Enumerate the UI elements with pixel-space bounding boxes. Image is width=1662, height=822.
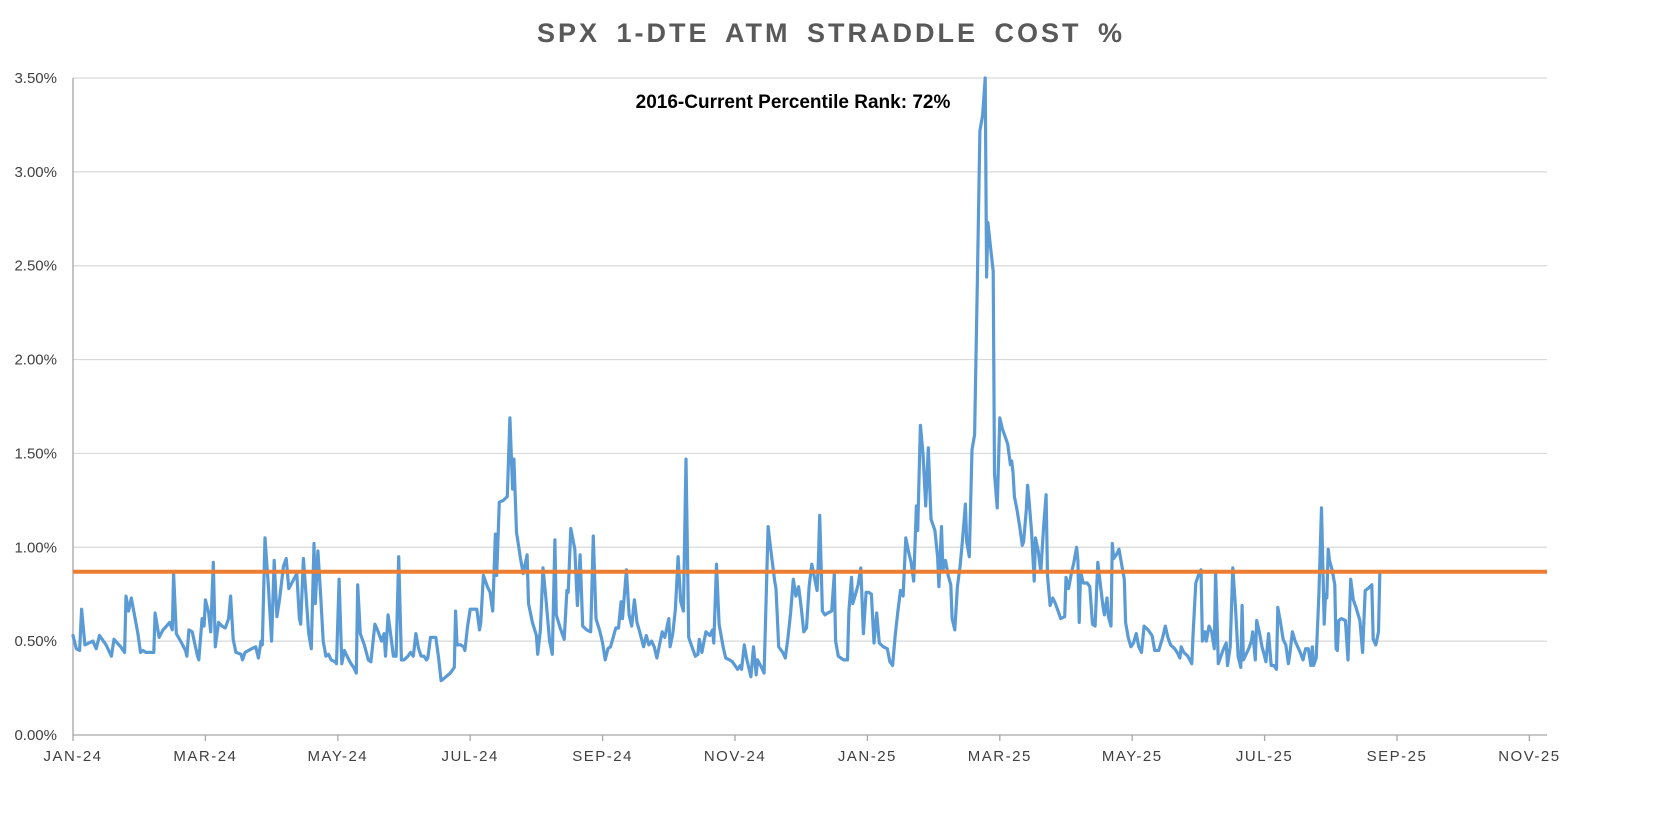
- chart-title: SPX 1-DTE ATM STRADDLE COST %: [536, 18, 1126, 48]
- y-tick-label: 1.50%: [14, 445, 57, 462]
- x-tick-label: NOV-24: [704, 748, 766, 765]
- percentile-annotation: 2016-Current Percentile Rank: 72%: [636, 92, 951, 113]
- x-tick-label: JUL-25: [1236, 748, 1293, 765]
- x-tick-label: JAN-24: [43, 748, 102, 765]
- y-tick-label: 0.50%: [14, 633, 57, 650]
- y-tick-label: 3.00%: [14, 164, 57, 181]
- y-tick-label: 0.00%: [14, 727, 57, 744]
- series-layer: [71, 76, 1382, 683]
- gridlines: [73, 77, 1547, 642]
- y-tick-label: 3.50%: [14, 70, 57, 87]
- series-line: [71, 76, 1382, 683]
- axes: [72, 78, 1547, 736]
- x-tick-label: JAN-25: [838, 748, 897, 765]
- y-tick-label: 1.00%: [14, 539, 57, 556]
- y-tick-label: 2.50%: [14, 258, 57, 275]
- y-axis-ticks: 0.00% 0.50% 1.00% 1.50% 2.00% 2.50% 3.00% 3.50%: [14, 70, 57, 744]
- x-tick-label: MAR-24: [173, 748, 237, 765]
- x-tick-label: MAY-25: [1102, 748, 1163, 765]
- x-tick-label: SEP-25: [1367, 748, 1428, 765]
- x-tick-label: MAR-25: [968, 748, 1032, 765]
- x-tick-label: NOV-25: [1498, 748, 1560, 765]
- x-tick-label: SEP-24: [572, 748, 633, 765]
- x-axis-ticks: JAN-24 MAR-24 MAY-24 JUL-24 SEP-24 NOV-24 JAN-…: [43, 735, 1560, 765]
- x-tick-label: JUL-24: [442, 748, 499, 765]
- x-tick-label: MAY-24: [307, 748, 368, 765]
- y-tick-label: 2.00%: [14, 352, 57, 369]
